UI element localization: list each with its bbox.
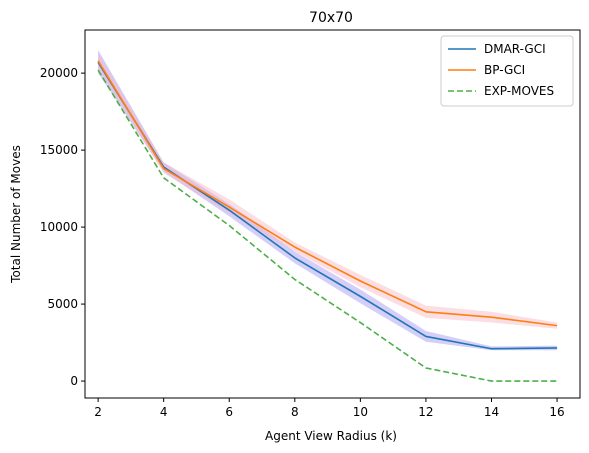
legend-frame — [440, 35, 574, 107]
x-tick-label: 16 — [549, 405, 564, 419]
legend-label: DMAR-GCI — [484, 42, 546, 56]
series-line-bp-gci — [97, 60, 558, 327]
x-axis-ticks: 2 4 6 8 10 12 14 16 — [94, 398, 565, 419]
y-axis-ticks: 0 5000 10000 15000 20000 — [40, 66, 85, 388]
y-axis-label: Total Number of Moves — [9, 145, 23, 284]
series-line-exp-moves — [97, 69, 558, 382]
y-tick-label: 15000 — [40, 143, 78, 157]
y-tick-label: 10000 — [40, 220, 78, 234]
x-tick-label: 14 — [484, 405, 499, 419]
y-tick-label: 20000 — [40, 66, 78, 80]
x-tick-label: 8 — [291, 405, 299, 419]
x-tick-label: 2 — [94, 405, 102, 419]
x-tick-label: 12 — [418, 405, 433, 419]
x-tick-label: 4 — [160, 405, 168, 419]
legend-label: EXP-MOVES — [484, 84, 554, 98]
y-tick-label: 0 — [70, 374, 78, 388]
legend: DMAR-GCI BP-GCI EXP-MOVES — [440, 35, 574, 107]
x-tick-label: 6 — [225, 405, 233, 419]
x-axis-label: Agent View Radius (k) — [265, 429, 397, 443]
chart-title: 70x70 — [309, 10, 353, 26]
y-tick-label: 5000 — [47, 297, 78, 311]
x-tick-label: 10 — [353, 405, 368, 419]
series-lines — [97, 60, 558, 382]
plot-frame — [84, 29, 581, 399]
legend-label: BP-GCI — [484, 63, 525, 77]
